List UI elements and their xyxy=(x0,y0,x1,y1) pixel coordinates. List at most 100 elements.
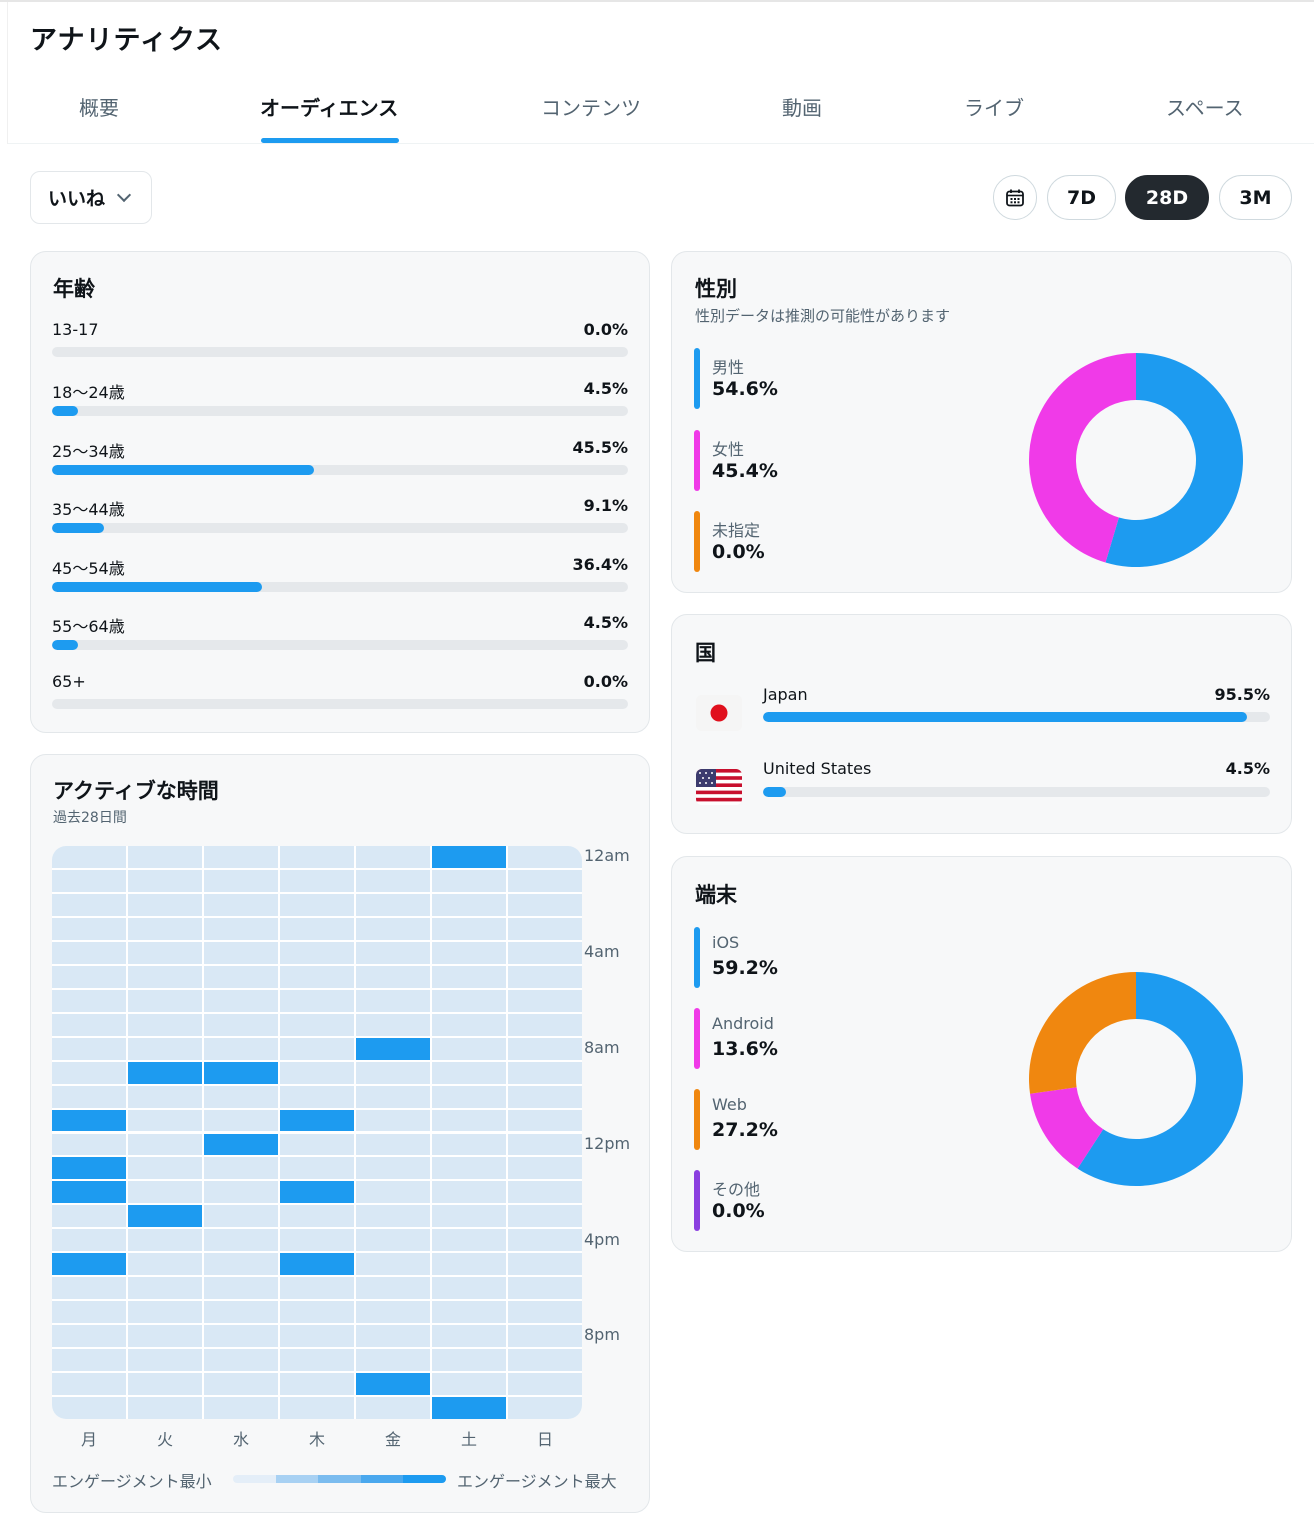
legend-value: 45.4% xyxy=(712,460,778,482)
heatmap-cell xyxy=(356,1061,430,1084)
heatmap-cell xyxy=(356,917,430,940)
page-top-border xyxy=(0,0,1314,2)
age-bar-fill xyxy=(52,640,78,650)
legend-label: 女性 xyxy=(712,440,745,459)
tab-audience[interactable]: オーディエンス xyxy=(260,96,399,120)
age-value: 4.5% xyxy=(583,379,628,398)
metric-dropdown[interactable]: いいね xyxy=(30,171,152,224)
heatmap-cell xyxy=(204,1253,278,1276)
day-label-thu: 木 xyxy=(308,1430,325,1449)
tab-live[interactable]: ライブ xyxy=(964,96,1024,120)
legend-label: Android xyxy=(712,1014,774,1033)
heatmap-cell xyxy=(52,1397,126,1419)
range-3m-button[interactable]: 3M xyxy=(1219,175,1292,220)
heatmap-cell xyxy=(508,1277,582,1300)
age-bar-track xyxy=(52,347,628,357)
heatmap-cell xyxy=(204,941,278,964)
heatmap-cell xyxy=(204,1277,278,1300)
heatmap-cell xyxy=(204,893,278,916)
tab-video[interactable]: 動画 xyxy=(782,96,822,120)
heatmap-cell xyxy=(128,893,202,916)
heatmap-cell xyxy=(356,846,430,868)
heatmap-cell xyxy=(280,869,354,892)
heatmap-cell xyxy=(280,1181,354,1204)
heatmap-cell xyxy=(128,1109,202,1132)
heatmap-cell xyxy=(432,1301,506,1324)
heatmap-cell xyxy=(204,1229,278,1252)
heatmap-cell xyxy=(508,1157,582,1180)
time-label-4am: 4am xyxy=(584,942,620,961)
country-bar-fill xyxy=(763,787,786,797)
heatmap-cell xyxy=(356,1133,430,1156)
range-7d-button[interactable]: 7D xyxy=(1047,175,1116,220)
active-tab-indicator xyxy=(261,138,399,143)
age-row: 18〜24歳 4.5% xyxy=(52,379,628,427)
country-card: 国 Japan 95.5% United States 4.5% xyxy=(671,614,1292,834)
age-value: 45.5% xyxy=(572,438,628,457)
time-label-12am: 12am xyxy=(584,846,630,865)
day-label-fri: 金 xyxy=(384,1430,401,1449)
heatmap-cell xyxy=(508,1085,582,1108)
legend-label: 未指定 xyxy=(712,521,761,540)
calendar-button[interactable] xyxy=(993,175,1037,220)
active-time-title: アクティブな時間 xyxy=(53,779,219,803)
heatmap-cell xyxy=(128,869,202,892)
heatmap-cell xyxy=(204,846,278,868)
heatmap-cell xyxy=(52,1301,126,1324)
heatmap-cell xyxy=(432,1109,506,1132)
age-label: 25〜34歳 xyxy=(52,442,125,461)
heatmap-cell xyxy=(52,1133,126,1156)
heatmap-cell xyxy=(204,1061,278,1084)
heatmap-cell xyxy=(128,1061,202,1084)
country-card-title: 国 xyxy=(695,641,716,665)
heatmap-cell xyxy=(356,1037,430,1060)
heatmap-cell xyxy=(280,1325,354,1348)
heatmap-cell xyxy=(432,1253,506,1276)
heatmap-cell xyxy=(508,893,582,916)
heatmap-cell xyxy=(52,1157,126,1180)
device-donut-chart xyxy=(1029,972,1243,1186)
heatmap-cell xyxy=(280,1133,354,1156)
heatmap-cell xyxy=(128,989,202,1012)
device-donut-slice-1 xyxy=(1030,1087,1104,1169)
country-name: United States xyxy=(763,759,872,778)
legend-swatch xyxy=(694,1170,700,1231)
age-bar-fill xyxy=(52,582,262,592)
time-label-8pm: 8pm xyxy=(584,1325,620,1344)
left-divider xyxy=(7,2,8,144)
age-card: 年齢 13-17 0.0% 18〜24歳 4.5% 25〜34歳 45.5% 35〜44歳 9… xyxy=(30,251,650,733)
gender-donut-chart xyxy=(1029,353,1243,567)
heatmap-cell xyxy=(280,1157,354,1180)
heatmap-cell xyxy=(204,1133,278,1156)
age-bar-fill xyxy=(52,523,105,533)
gender-donut-slice-0 xyxy=(1105,353,1243,567)
day-label-sat: 土 xyxy=(460,1430,477,1449)
tab-spaces[interactable]: スペース xyxy=(1166,96,1244,120)
heatmap-cell xyxy=(204,1181,278,1204)
heatmap-cell xyxy=(280,846,354,868)
heatmap-cell xyxy=(52,1253,126,1276)
legend-label: 男性 xyxy=(712,358,745,377)
heatmap-cell xyxy=(52,869,126,892)
heatmap-cell xyxy=(128,1157,202,1180)
legend-value: 0.0% xyxy=(712,1200,765,1222)
range-28d-button[interactable]: 28D xyxy=(1125,175,1209,220)
age-row: 35〜44歳 9.1% xyxy=(52,496,628,544)
heatmap-cell xyxy=(432,1205,506,1228)
heatmap-cell xyxy=(356,1205,430,1228)
heatmap-cell xyxy=(432,1133,506,1156)
heatmap-cell xyxy=(356,1157,430,1180)
heatmap-cell xyxy=(508,989,582,1012)
tab-overview[interactable]: 概要 xyxy=(79,96,119,120)
heatmap-cell xyxy=(356,893,430,916)
heatmap-cell xyxy=(432,1061,506,1084)
age-row: 45〜54歳 36.4% xyxy=(52,555,628,603)
age-value: 36.4% xyxy=(572,555,628,574)
legend-label: iOS xyxy=(712,933,740,952)
heatmap-cell xyxy=(508,1037,582,1060)
heatmap-cell xyxy=(356,965,430,988)
tab-content[interactable]: コンテンツ xyxy=(541,96,641,120)
device-donut-slice-2 xyxy=(1029,972,1136,1094)
heatmap-cell xyxy=(432,1277,506,1300)
heatmap-cell xyxy=(432,869,506,892)
